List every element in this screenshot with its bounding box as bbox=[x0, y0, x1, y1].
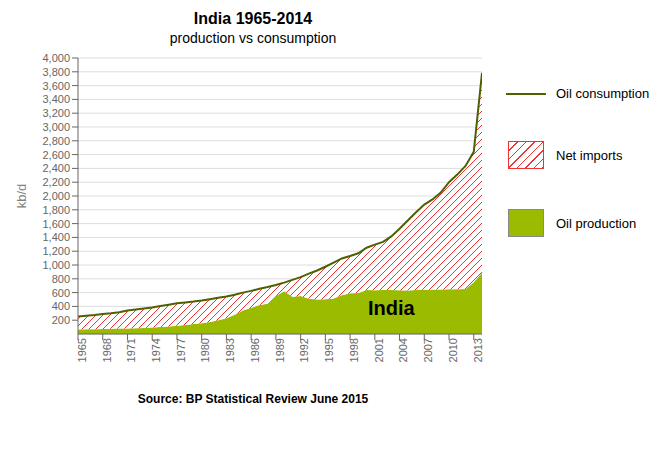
svg-text:1977: 1977 bbox=[175, 338, 187, 362]
svg-text:400: 400 bbox=[52, 300, 70, 312]
svg-text:1983: 1983 bbox=[224, 338, 236, 362]
svg-text:1,600: 1,600 bbox=[42, 218, 70, 230]
svg-text:3,800: 3,800 bbox=[42, 66, 70, 78]
svg-text:1,000: 1,000 bbox=[42, 259, 70, 271]
svg-text:1995: 1995 bbox=[323, 338, 335, 362]
svg-text:2,200: 2,200 bbox=[42, 176, 70, 188]
svg-text:3,200: 3,200 bbox=[42, 107, 70, 119]
html-text:Net imports: Net imports bbox=[556, 147, 623, 163]
svg-text:800: 800 bbox=[52, 273, 70, 285]
svg-text:kb/d: kb/d bbox=[14, 184, 29, 209]
svg-text:200: 200 bbox=[52, 314, 70, 326]
svg-text:2,800: 2,800 bbox=[42, 135, 70, 147]
svg-text:1968: 1968 bbox=[101, 338, 113, 362]
svg-text:1980: 1980 bbox=[199, 338, 211, 362]
svg-text:600: 600 bbox=[52, 287, 70, 299]
html-text:Oil consumption: Oil consumption bbox=[556, 86, 650, 101]
svg-text:3,600: 3,600 bbox=[42, 80, 70, 92]
html-text:Oil production: Oil production bbox=[556, 215, 637, 231]
svg-text:3,000: 3,000 bbox=[42, 121, 70, 133]
svg-text:1965: 1965 bbox=[76, 338, 88, 362]
svg-text:1,200: 1,200 bbox=[42, 245, 70, 257]
svg-text:4,000: 4,000 bbox=[42, 52, 70, 64]
svg-text:2,600: 2,600 bbox=[42, 149, 70, 161]
svg-text:2013: 2013 bbox=[472, 338, 484, 362]
svg-text:2,400: 2,400 bbox=[42, 162, 70, 174]
svg-text:1971: 1971 bbox=[125, 338, 137, 362]
svg-text:3,400: 3,400 bbox=[42, 93, 70, 105]
svg-text:1998: 1998 bbox=[348, 338, 360, 362]
svg-text:2007: 2007 bbox=[422, 338, 434, 362]
svg-text:1974: 1974 bbox=[150, 338, 162, 362]
html-text:Source: BP Statistical Review: Source: BP Statistical Review June 2015 bbox=[137, 392, 369, 406]
svg-text:2004: 2004 bbox=[397, 338, 409, 362]
svg-text:1992: 1992 bbox=[298, 338, 310, 362]
html-text:India 1965-2014: India 1965-2014 bbox=[193, 10, 313, 27]
svg-text:2001: 2001 bbox=[373, 338, 385, 362]
svg-text:2010: 2010 bbox=[447, 338, 459, 362]
svg-text:2,000: 2,000 bbox=[42, 190, 70, 202]
svg-text:1986: 1986 bbox=[249, 338, 261, 362]
svg-text:1989: 1989 bbox=[274, 338, 286, 362]
svg-text:1,400: 1,400 bbox=[42, 231, 70, 243]
svg-text:India: India bbox=[368, 297, 416, 319]
html-text:production vs consumption: production vs consumption bbox=[169, 30, 337, 46]
svg-text:1,800: 1,800 bbox=[42, 204, 70, 216]
